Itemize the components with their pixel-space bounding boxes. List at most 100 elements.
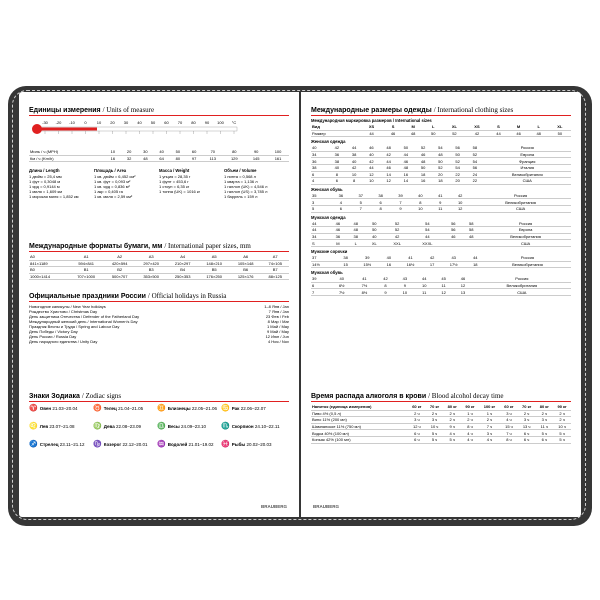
unit-block: Длина / Length 1 дюйм = 25,4 мм 1 фут = 0,…: [29, 166, 94, 199]
table-cell: 46: [508, 130, 529, 138]
table-cell: 10: [414, 282, 434, 290]
table-cell: 70 кг: [517, 404, 536, 411]
table-cell: 54: [449, 164, 467, 172]
zodiac-icon: ♐: [29, 441, 38, 448]
table-cell: 18: [431, 177, 449, 185]
table-cell: 42: [450, 192, 471, 200]
table-cell: Италия: [483, 164, 571, 172]
table-cell: 11: [433, 282, 454, 290]
table-cell: 40: [345, 157, 363, 165]
table-cell: 5: [350, 198, 371, 206]
logo: BRAUBERG: [260, 504, 287, 509]
table-cell: 10: [450, 198, 471, 206]
table-cell: 38: [337, 254, 355, 262]
table-cell: 15: [337, 261, 355, 269]
table-cell: 1000×1414: [29, 273, 69, 281]
table-cell: 41: [430, 192, 451, 200]
table: 44 46 48 50 52 54 56 58 Россия 44 46 48 50 52 54 56 58 Ев…: [311, 220, 571, 247]
table-cell: 13: [453, 288, 473, 296]
table-cell: 48: [137, 155, 154, 163]
table-cell: 8: [375, 282, 396, 290]
section-heading: Знаки Зодиака / Zodiac signs: [29, 392, 289, 402]
table-cell: 39: [390, 192, 411, 200]
table: Вид XS S M L XL XS S M L XL Размер 44 46 48 50 52 42 44 46 4…: [311, 124, 571, 138]
table-cell: 6 ч: [517, 429, 536, 437]
table-cell: 52: [431, 164, 449, 172]
table-cell: 36: [328, 151, 346, 159]
holiday: Рождество Христово / Christmas Day 7 Янв …: [29, 309, 289, 314]
table-cell: 18: [414, 171, 432, 179]
table-cell: 2 ч: [461, 416, 479, 424]
table-cell: 56: [449, 145, 467, 152]
table-cell: 48: [528, 130, 549, 138]
table-row: 34 36 38 40 42 44 46 48 Великобритания: [311, 233, 571, 241]
unit-line: 1 акр = 0,405 га: [94, 189, 123, 195]
table-cell: L: [346, 239, 365, 247]
table-cell: 40: [410, 192, 431, 200]
holiday-name: День защитника Отечества / Defender of t…: [29, 314, 140, 319]
table-cell: 30: [137, 149, 154, 156]
table-cell: 44: [311, 226, 329, 234]
table-title: Мужская обувь: [311, 270, 343, 276]
table-cell: 44: [380, 157, 398, 165]
tick-label: 20: [110, 120, 115, 125]
table-cell: 6: [328, 177, 346, 185]
table-cell: 42: [423, 254, 441, 262]
holiday: День защитника Отечества / Defender of t…: [29, 314, 289, 319]
zodiac-sign: ♐ Стрелец 23.11–21.12: [29, 440, 93, 453]
table-cell: Шампанское 11% (750 мл): [311, 423, 408, 431]
table-cell: M: [403, 124, 424, 131]
unit-line: 1 морская миля = 1,852 км: [29, 194, 79, 200]
table-cell: 50: [449, 151, 467, 159]
table-row: 40 42 44 46 48 50 52 54 56 58 Россия: [311, 145, 571, 152]
table-cell: 48: [403, 130, 424, 138]
table-cell: 10: [362, 177, 380, 185]
table-cell: B6: [229, 266, 262, 274]
table-cell: 2 ч: [407, 410, 426, 418]
table-row: Размер 44 46 48 50 52 42 44 46 48 50: [311, 130, 571, 138]
table-cell: 2 ч: [443, 410, 462, 418]
table-cell: Вид: [311, 124, 361, 131]
table-cell: 50: [548, 130, 571, 138]
table-cell: A0: [29, 254, 69, 261]
heading-en: / International clothing sizes: [433, 106, 514, 114]
zodiac-sign: ♍ Дева 22.08–23.09: [93, 422, 157, 435]
table-row: A0 A1 A2 A3 A4 A5 A6 A7: [29, 254, 289, 261]
table-cell: 6: [311, 171, 329, 179]
table-cell: 1 ч: [461, 410, 479, 418]
table-cell: 16: [397, 171, 415, 179]
table-cell: Россия: [483, 145, 571, 152]
tick-label: 100: [217, 120, 224, 125]
table-cell: 7½: [330, 288, 354, 296]
table-cell: B4: [166, 266, 199, 274]
table-row: 37 38 39 40 41 42 43 44 Россия: [311, 254, 571, 262]
table-cell: 5 ч: [425, 429, 444, 437]
table-row: Напиток (единица измерения) 60 кг 70 кг 80 …: [311, 404, 571, 411]
table-cell: 52: [466, 151, 484, 159]
heading-en: / Blood alcohol decay time: [428, 392, 504, 400]
table-cell: 35: [311, 192, 331, 200]
table-cell: 44: [362, 164, 380, 172]
table-cell: 15 ч: [500, 423, 518, 431]
unit-block: Площадь / Area 1 кв. дюйм = 6,452 см² 1 кв…: [94, 166, 159, 199]
table-cell: 48: [380, 145, 398, 152]
table-cell: 50: [364, 226, 384, 234]
thermometer: -30 -20 -10 0 10 20 30 40 50 60 70 80 90 100 °C: [32, 120, 238, 134]
table-cell: 100: [267, 149, 289, 156]
table-cell: 43: [395, 276, 415, 283]
zodiac-dates: 21.01–19.02: [188, 442, 214, 447]
table-cell: A6: [229, 254, 262, 261]
table-cell: 54: [431, 145, 449, 152]
heading-en: / Zodiac signs: [81, 392, 122, 400]
table-cell: 145: [245, 155, 268, 163]
section: Время распада алкоголя в крови / Blood a…: [311, 392, 571, 444]
table-cell: Франция: [483, 157, 571, 165]
table-cell: 42: [328, 145, 346, 152]
table-cell: 17: [423, 261, 441, 269]
table-row: 35 36 37 38 39 40 41 42 Россия: [311, 192, 571, 200]
table-row: 7 7½ 8½ 9 10 11 12 13 США: [311, 288, 571, 296]
table-cell: 8: [370, 205, 391, 213]
table-cell: 5 ч: [443, 436, 462, 444]
